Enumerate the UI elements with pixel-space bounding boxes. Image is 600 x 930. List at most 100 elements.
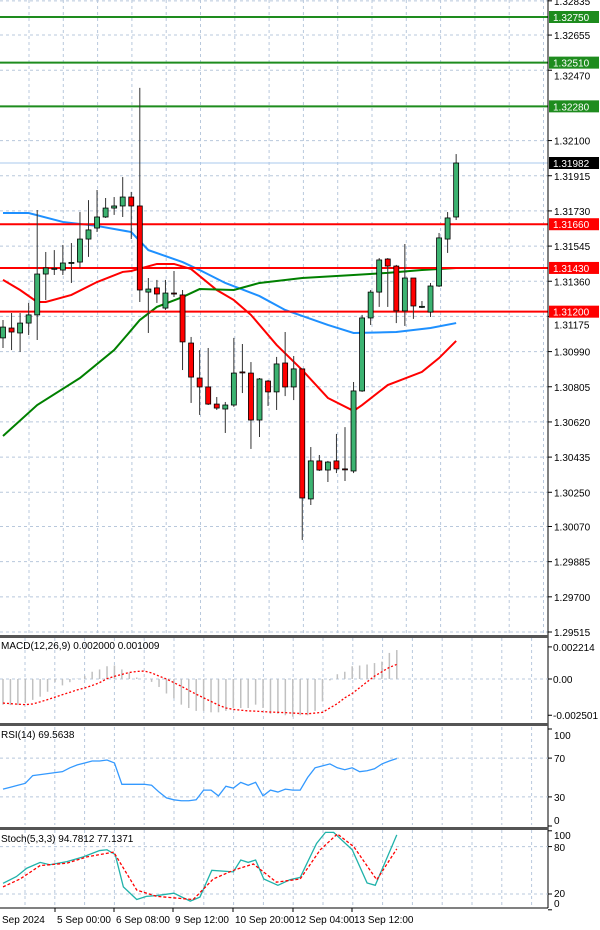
candle-bearish: [248, 372, 254, 421]
candle-bullish: [273, 363, 280, 393]
candle-bearish: [265, 380, 271, 393]
candle-bullish: [25, 314, 32, 324]
rsi-title: RSI(14) 69.5638: [1, 730, 75, 741]
candle-bullish: [162, 292, 169, 309]
stoch-tick-label: 20: [554, 889, 566, 900]
rsi-tick-label: 30: [554, 793, 566, 804]
candle-bullish: [256, 378, 263, 421]
candle-bullish: [419, 305, 425, 308]
price-tick-label: 1.31545: [554, 242, 591, 253]
candle-bearish: [316, 460, 323, 471]
candle-bullish: [51, 267, 58, 270]
rsi-line: [2, 757, 397, 802]
price-tick-label: 1.30435: [554, 453, 591, 464]
panel-separator: [0, 635, 548, 638]
candle-bearish: [136, 205, 143, 291]
time-tick-label: 13 Sep 12:00: [354, 915, 414, 926]
price-tick-label: 1.32655: [554, 31, 591, 42]
rsi-tick-label: 100: [554, 731, 571, 742]
price-tick-label: 1.30805: [554, 383, 591, 394]
price-tick-label: 1.31360: [554, 277, 591, 288]
candle-bearish: [393, 265, 400, 312]
candle-bullish: [102, 207, 109, 218]
candle-bearish: [171, 292, 177, 295]
price-tick-label: 1.31175: [554, 321, 590, 332]
price-axis-area: [548, 0, 600, 930]
candle-bullish: [324, 461, 331, 471]
price-level-label: 1.31200: [553, 308, 590, 319]
candle-bearish: [153, 287, 160, 295]
price-tick-label: 1.29885: [554, 558, 591, 569]
panel-separator: [0, 723, 548, 726]
time-tick-label: 10 Sep 20:00: [235, 915, 295, 926]
candle-bullish: [436, 237, 442, 287]
candle-bullish: [367, 291, 374, 319]
rsi-tick-label: 70: [554, 754, 566, 765]
price-level-label-box: [549, 305, 599, 318]
price-level-label: 1.31430: [553, 264, 590, 275]
candle-bullish: [77, 238, 83, 263]
candle-bearish: [282, 362, 289, 388]
candle-bullish: [17, 322, 24, 334]
price-level-label: 1.32510: [553, 59, 590, 70]
candle-bullish: [290, 368, 297, 388]
candle-bullish: [145, 288, 152, 293]
candle-bullish: [111, 205, 118, 209]
candle-bullish: [94, 216, 100, 229]
price-tick-label: 1.32100: [554, 137, 591, 148]
candle-bearish: [179, 294, 186, 343]
price-tick-label: 1.30990: [554, 348, 591, 359]
price-level-label-box: [549, 11, 599, 23]
macd-tick-label: 0.002214: [553, 643, 595, 654]
price-level-label-box: [549, 100, 599, 113]
price-tick-label: 1.30250: [554, 488, 591, 499]
stoch-title: Stoch(5,3,3) 94.7812 77.1371: [1, 834, 134, 845]
candle-bearish: [299, 368, 306, 499]
candle-bullish: [230, 372, 237, 406]
candle-bullish: [401, 277, 408, 312]
candle-bullish: [350, 390, 357, 472]
candle-bullish: [376, 259, 383, 293]
candle-bearish: [8, 327, 15, 333]
candle-bullish: [222, 404, 229, 410]
candle-bullish: [307, 460, 314, 500]
panel-separator: [0, 827, 548, 830]
price-tick-label: 1.29515: [554, 628, 591, 639]
time-tick-label: 9 Sep 12:00: [175, 915, 229, 926]
price-level-label: 1.31982: [553, 159, 590, 170]
time-tick-label: 12 Sep 04:00: [295, 915, 355, 926]
macd-title: MACD(12,26,9) 0.002000 0.001009: [1, 641, 160, 652]
price-level-label-box: [549, 261, 599, 274]
candle-bullish: [444, 217, 451, 240]
price-tick-label: 1.29700: [554, 593, 591, 604]
price-level-label: 1.32750: [553, 13, 590, 24]
candle-bullish: [0, 326, 6, 339]
rsi-tick-label: 0: [554, 816, 560, 827]
candle-bullish: [68, 262, 75, 264]
price-tick-label: 1.31915: [554, 172, 591, 183]
candle-bullish: [42, 267, 49, 275]
candle-bearish: [239, 371, 246, 374]
stoch-tick-label: 0: [554, 899, 560, 910]
price-tick-label: 1.32470: [554, 72, 591, 83]
price-level-label-box: [549, 56, 599, 69]
candle-bullish: [85, 229, 92, 240]
time-tick-label: 5 Sep 00:00: [57, 915, 111, 926]
macd-tick-label: -0.002501: [553, 711, 598, 722]
candle-bullish: [359, 317, 366, 392]
price-tick-label: 1.30070: [554, 522, 591, 533]
stoch-tick-label: 100: [554, 831, 571, 842]
candle-bullish: [427, 285, 434, 313]
price-level-label: 1.32280: [553, 102, 590, 113]
candle-bullish: [453, 162, 460, 218]
candle-bullish: [59, 262, 66, 271]
price-tick-label: 1.32835: [554, 0, 591, 8]
candle-bullish: [34, 273, 41, 316]
candle-bearish: [188, 342, 195, 378]
time-tick-label: 6 Sep 08:00: [116, 915, 170, 926]
stoch-tick-label: 80: [554, 843, 566, 854]
macd-tick-label: 0.00: [553, 675, 573, 686]
candle-bearish: [213, 403, 220, 409]
stoch-main-line: [2, 831, 398, 902]
